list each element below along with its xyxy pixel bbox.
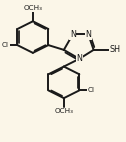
Text: SH: SH <box>110 45 121 54</box>
Text: OCH₃: OCH₃ <box>54 108 73 114</box>
Text: Cl: Cl <box>2 42 9 48</box>
Text: OCH₃: OCH₃ <box>23 5 42 11</box>
Text: N: N <box>70 30 76 39</box>
Text: N: N <box>85 30 91 39</box>
Text: Cl: Cl <box>88 87 95 93</box>
Text: N: N <box>76 54 82 63</box>
Text: N: N <box>76 54 82 63</box>
